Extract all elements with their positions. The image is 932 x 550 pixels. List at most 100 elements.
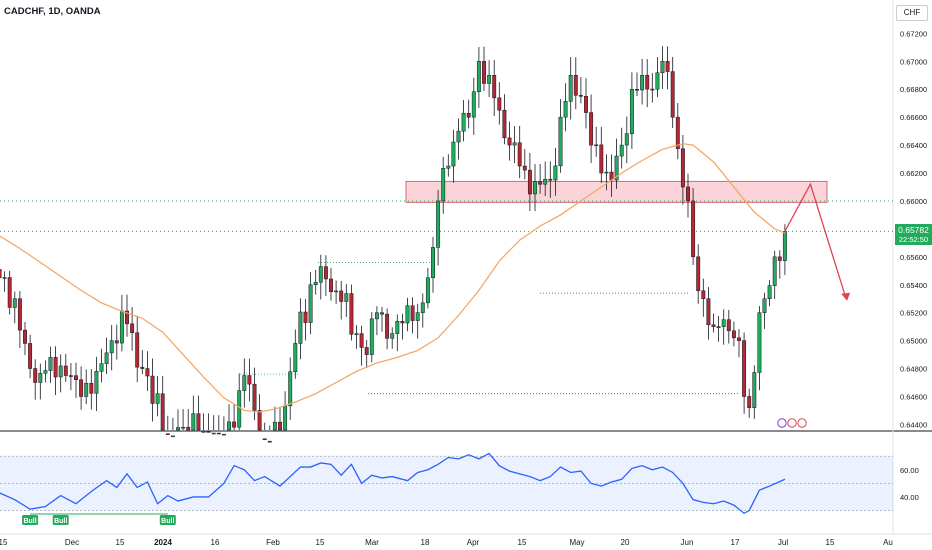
candle-body	[665, 61, 670, 72]
candle-body	[130, 323, 135, 333]
time-axis-tick: 15	[316, 538, 325, 547]
candle-body	[135, 332, 140, 368]
candle-body	[512, 142, 517, 146]
candle-body	[691, 200, 696, 258]
time-axis-tick: 15	[826, 538, 835, 547]
candle-body	[578, 95, 583, 97]
candle-body	[522, 165, 527, 171]
candle-body	[68, 375, 73, 377]
candle-body	[380, 312, 384, 315]
price-axis-tick: 0.65600	[900, 253, 927, 262]
candle-body	[594, 144, 599, 147]
time-axis-tick: Au	[883, 538, 893, 547]
candle-body	[660, 61, 665, 73]
candle-body	[303, 311, 308, 323]
time-axis-tick: 15	[518, 538, 527, 547]
candle-body	[84, 382, 89, 397]
event-icon	[797, 418, 807, 428]
candle-body	[731, 330, 736, 339]
candle-body	[191, 413, 196, 431]
candle-body	[298, 311, 303, 344]
candle-body	[558, 116, 563, 167]
currency-button[interactable]: CHF	[896, 5, 928, 21]
price-axis-tick: 0.64800	[900, 365, 927, 374]
candle-body	[487, 75, 492, 84]
bull-signal-label: Bull	[54, 518, 67, 525]
candle-body	[599, 144, 604, 174]
candle-body	[614, 155, 619, 181]
candle-body	[176, 427, 180, 431]
bull-signal-badge	[22, 515, 39, 525]
candle-body	[670, 71, 675, 118]
candle-body	[48, 357, 53, 371]
candle-body	[492, 75, 497, 99]
candle-body	[762, 298, 767, 313]
candle-body	[415, 312, 420, 321]
candle-body	[344, 293, 349, 302]
candle-body	[33, 368, 38, 383]
candle-body	[782, 231, 787, 261]
candle-body	[63, 365, 68, 376]
forecast-arrow-head	[841, 292, 851, 301]
candle-body	[645, 75, 650, 90]
candle-body	[548, 178, 553, 181]
candle-body	[395, 320, 400, 334]
candle-body	[165, 433, 170, 435]
candle-body	[568, 75, 573, 102]
candle-body	[461, 112, 466, 132]
candle-body	[502, 109, 507, 139]
rsi-line	[0, 452, 786, 515]
candle-body	[471, 91, 476, 118]
event-icon	[777, 418, 787, 428]
candle-body	[145, 368, 150, 377]
candle-body	[38, 373, 43, 383]
candles	[0, 46, 787, 443]
candle-body	[706, 298, 711, 326]
candle-body	[216, 432, 221, 435]
candle-body	[451, 141, 456, 167]
candle-body	[313, 281, 318, 286]
candle-body	[160, 393, 165, 431]
candle-body	[125, 310, 129, 325]
candle-body	[369, 318, 374, 355]
candle-body	[629, 88, 634, 134]
candle-body	[425, 277, 430, 304]
price-axis-tick: 0.67000	[900, 57, 927, 66]
candle-body	[553, 165, 558, 181]
candle-body	[288, 371, 293, 407]
candle-body	[446, 165, 451, 169]
chart-title: CADCHF, 1D, OANDA	[4, 6, 101, 17]
candle-body	[747, 396, 752, 408]
bull-signal-badge	[159, 515, 176, 525]
candle-body	[150, 375, 155, 404]
candle-body	[385, 313, 390, 339]
candle-body	[89, 382, 94, 394]
time-axis-tick: Jul	[778, 538, 788, 547]
price-axis-tick: 0.66200	[900, 169, 927, 178]
price-axis-tick: 0.64400	[900, 420, 927, 429]
candle-body	[573, 75, 578, 96]
price-axis-tick: 0.66400	[900, 141, 927, 150]
candle-body	[533, 181, 537, 195]
candle-body	[0, 269, 2, 279]
time-axis-tick: 15	[0, 538, 8, 547]
time-axis-tick: Jun	[681, 538, 694, 547]
candle-body	[767, 285, 772, 299]
candle-body	[17, 298, 22, 331]
candle-body	[374, 312, 379, 320]
time-axis-tick: 2024	[154, 538, 172, 547]
candle-body	[109, 340, 114, 354]
candle-body	[206, 431, 211, 433]
candle-body	[23, 329, 27, 344]
price-axis-tick: 0.64600	[900, 392, 927, 401]
time-axis-tick: Apr	[467, 538, 480, 547]
candle-body	[262, 438, 267, 441]
candle-body	[604, 171, 609, 174]
price-axis-tick: 0.65200	[900, 309, 927, 318]
rsi-axis-tick: 60.00	[900, 466, 919, 475]
candle-body	[584, 95, 588, 113]
candle-body	[28, 343, 33, 369]
candle-body	[237, 390, 242, 428]
candle-body	[777, 256, 782, 261]
